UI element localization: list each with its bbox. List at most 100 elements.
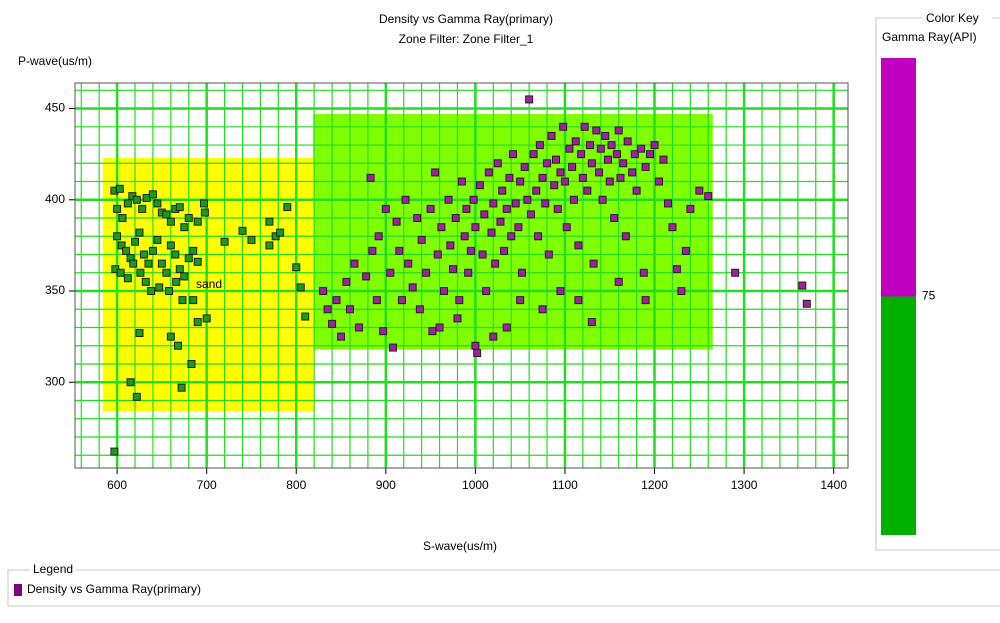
scatter-point bbox=[607, 141, 616, 150]
color-key-label: Gamma Ray(API) bbox=[882, 30, 977, 44]
color-key-title-bg bbox=[922, 12, 992, 26]
legend-title: Legend bbox=[33, 562, 73, 576]
scatter-point bbox=[301, 312, 310, 321]
scatter-point bbox=[354, 323, 363, 332]
scatter-point bbox=[523, 195, 532, 204]
scatter-point bbox=[520, 162, 529, 171]
scatter-point bbox=[366, 173, 375, 182]
scatter-point bbox=[511, 199, 520, 208]
x-tick-label: 800 bbox=[286, 478, 306, 492]
scatter-point bbox=[446, 241, 455, 250]
x-tick-label: 1200 bbox=[641, 478, 668, 492]
scatter-point bbox=[731, 268, 740, 277]
scatter-point bbox=[556, 168, 565, 177]
scatter-point bbox=[175, 265, 184, 274]
scatter-point bbox=[594, 168, 603, 177]
scatter-point bbox=[417, 235, 426, 244]
scatter-point bbox=[113, 204, 122, 213]
scatter-point bbox=[131, 237, 140, 246]
legend-title-bg bbox=[30, 563, 76, 577]
scatter-point bbox=[704, 192, 713, 201]
scatter-point bbox=[565, 144, 574, 153]
x-tick-label: 900 bbox=[376, 478, 396, 492]
scatter-point bbox=[162, 268, 171, 277]
scatter-point bbox=[189, 246, 198, 255]
scatter-point bbox=[193, 257, 202, 266]
scatter-point bbox=[386, 268, 395, 277]
x-tick-label: 700 bbox=[197, 478, 217, 492]
scatter-point bbox=[193, 217, 202, 226]
scatter-point bbox=[641, 162, 650, 171]
scatter-point bbox=[659, 155, 668, 164]
scatter-point bbox=[392, 217, 401, 226]
scatter-point bbox=[592, 126, 601, 135]
scatter-point bbox=[529, 150, 538, 159]
scatter-point bbox=[500, 246, 509, 255]
scatter-point bbox=[110, 447, 119, 456]
scatter-point bbox=[162, 210, 171, 219]
scatter-point bbox=[202, 314, 211, 323]
scatter-point bbox=[448, 265, 457, 274]
scatter-point bbox=[147, 287, 156, 296]
scatter-point bbox=[798, 281, 807, 290]
scatter-point bbox=[123, 199, 132, 208]
legend-box bbox=[7, 569, 1000, 607]
color-key-band bbox=[881, 296, 916, 535]
x-tick-label: 1100 bbox=[552, 478, 578, 492]
zone bbox=[313, 114, 713, 350]
scatter-point bbox=[437, 223, 446, 232]
scatter-point bbox=[574, 241, 583, 250]
scatter-point bbox=[413, 214, 422, 223]
legend-swatch bbox=[14, 584, 22, 596]
scatter-point bbox=[496, 217, 505, 226]
scatter-point bbox=[166, 332, 175, 341]
scatter-point bbox=[126, 378, 135, 387]
scatter-point bbox=[401, 195, 410, 204]
scatter-point bbox=[455, 296, 464, 305]
scatter-point bbox=[265, 217, 274, 226]
scatter-point bbox=[614, 277, 623, 286]
scatter-point bbox=[514, 223, 523, 232]
scatter-point bbox=[538, 305, 547, 314]
scatter-point bbox=[368, 246, 377, 255]
scatter-point bbox=[637, 144, 646, 153]
scatter-point bbox=[632, 186, 641, 195]
scatter-point bbox=[166, 241, 175, 250]
scatter-point bbox=[177, 383, 186, 392]
scatter-point bbox=[247, 235, 256, 244]
scatter-point bbox=[605, 177, 614, 186]
scatter-point bbox=[451, 214, 460, 223]
scatter-point bbox=[586, 141, 595, 150]
scatter-point bbox=[118, 214, 127, 223]
scatter-point bbox=[345, 305, 354, 314]
scatter-point bbox=[475, 181, 484, 190]
scatter-point bbox=[350, 259, 359, 268]
scatter-point bbox=[489, 332, 498, 341]
y-axis-label: P-wave(us/m) bbox=[18, 54, 92, 68]
scatter-point bbox=[650, 141, 659, 150]
scatter-point bbox=[116, 268, 125, 277]
scatter-point bbox=[603, 155, 612, 164]
x-tick-label: 1300 bbox=[731, 478, 758, 492]
scatter-point bbox=[157, 259, 166, 268]
scatter-point bbox=[184, 214, 193, 223]
scatter-point bbox=[433, 250, 442, 259]
scatter-point bbox=[431, 168, 440, 177]
y-tick-label: 350 bbox=[45, 283, 65, 297]
scatter-point bbox=[553, 204, 562, 213]
scatter-point bbox=[319, 287, 328, 296]
scatter-point bbox=[493, 159, 502, 168]
scatter-point bbox=[141, 277, 150, 286]
scatter-point bbox=[695, 186, 704, 195]
color-key-title: Color Key bbox=[926, 11, 979, 25]
scatter-point bbox=[372, 296, 381, 305]
scatter-point bbox=[544, 250, 553, 259]
scatter-point bbox=[395, 246, 404, 255]
scatter-point bbox=[426, 204, 435, 213]
scatter-point bbox=[610, 214, 619, 223]
scatter-point bbox=[397, 296, 406, 305]
scatter-point bbox=[469, 195, 478, 204]
scatter-point bbox=[362, 272, 371, 281]
scatter-point bbox=[276, 228, 285, 237]
